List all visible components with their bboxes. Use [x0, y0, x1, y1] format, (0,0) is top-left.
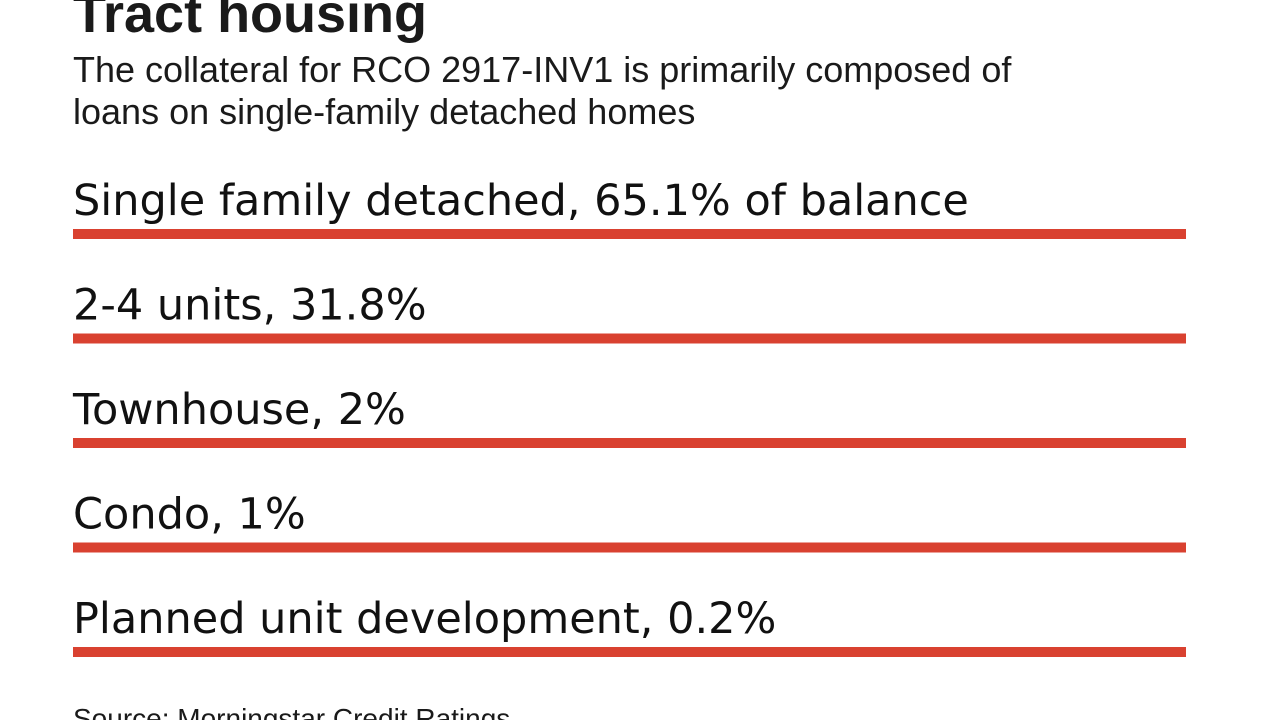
- item-label: 2-4 units, 31.8%: [73, 281, 427, 331]
- subtitle-line: loans on single-family detached homes: [73, 91, 695, 132]
- divider-bar: [73, 333, 1186, 344]
- item-label: Planned unit development, 0.2%: [73, 594, 776, 644]
- item-label: Townhouse, 2%: [72, 385, 406, 435]
- source: Source: Morningstar Credit Ratings: [73, 703, 510, 720]
- subtitle-line: The collateral for RCO 2917-INV1 is prim…: [73, 49, 1012, 90]
- divider-bar: [73, 229, 1186, 239]
- rows: Single family detached, 65.1% of balance…: [72, 176, 1186, 657]
- item-label: Condo, 1%: [73, 490, 306, 540]
- divider-bar: [73, 542, 1186, 553]
- divider-bar: [73, 438, 1186, 448]
- title: Tract housing: [73, 0, 427, 44]
- item-label: Single family detached, 65.1% of balance: [73, 176, 969, 226]
- divider-bar: [73, 647, 1186, 657]
